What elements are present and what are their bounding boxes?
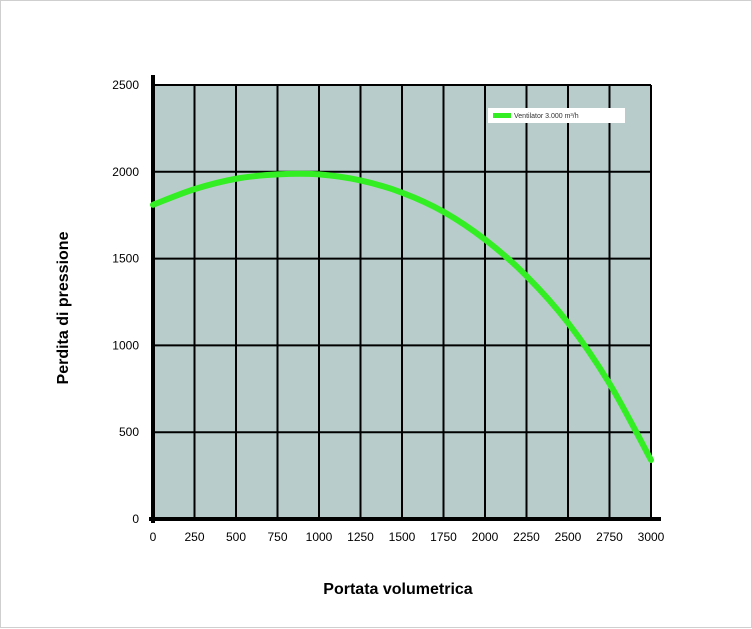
x-tick-label: 250 <box>184 530 204 544</box>
y-tick-label: 1500 <box>112 252 139 266</box>
x-tick-label: 1000 <box>306 530 333 544</box>
x-tick-label: 500 <box>226 530 246 544</box>
y-axis-title: Perdita di pressione <box>55 231 72 384</box>
series-line <box>150 170 654 463</box>
x-tick-label: 750 <box>267 530 287 544</box>
y-tick-label: 0 <box>132 512 139 526</box>
x-tick-label: 1250 <box>347 530 374 544</box>
legend-box <box>488 108 625 123</box>
x-tick-label: 3000 <box>638 530 665 544</box>
legend: Ventilator 3.000 m³/h <box>488 108 625 123</box>
y-tick-label: 2500 <box>112 78 139 92</box>
x-tick-label: 0 <box>150 530 157 544</box>
x-tick-label: 2250 <box>513 530 540 544</box>
x-tick-label: 1750 <box>430 530 457 544</box>
y-tick-labels: 0 500 1000 1500 2000 2500 <box>112 78 139 526</box>
x-tick-labels: 0 250 500 750 1000 1250 1500 1750 2000 2250 2500 27… <box>150 530 665 544</box>
vertical-gridlines <box>152 85 652 519</box>
x-tick-label: 2750 <box>596 530 623 544</box>
legend-swatch <box>493 113 511 118</box>
y-tick-label: 1000 <box>112 338 139 352</box>
x-axis-title: Portata volumetrica <box>323 581 472 598</box>
x-tick-label: 2500 <box>555 530 582 544</box>
y-tick-label: 2000 <box>112 165 139 179</box>
axes <box>149 75 661 523</box>
y-tick-label: 500 <box>119 425 139 439</box>
legend-label: Ventilator 3.000 m³/h <box>514 113 579 120</box>
x-tick-label: 1500 <box>389 530 416 544</box>
x-tick-label: 2000 <box>472 530 499 544</box>
